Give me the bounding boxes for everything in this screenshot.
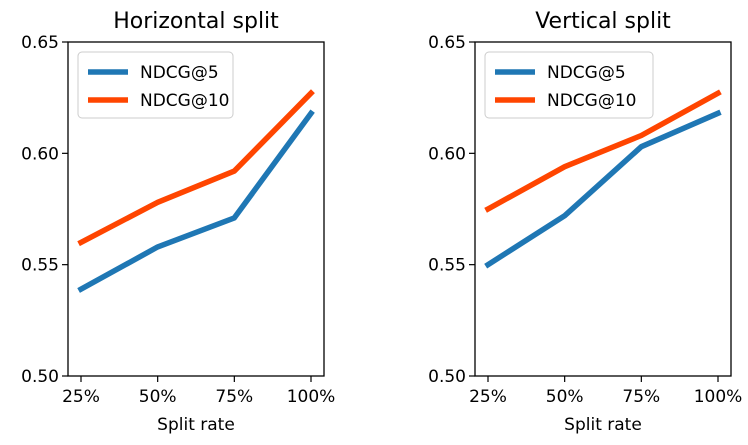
- y-tick-label: 0.55: [21, 256, 59, 276]
- y-tick-label: 0.60: [428, 144, 466, 164]
- x-tick-label: 75%: [622, 387, 660, 407]
- chart-title: Vertical split: [535, 9, 671, 34]
- x-tick-label: 100%: [287, 387, 336, 407]
- x-tick-label: 50%: [546, 387, 584, 407]
- legend-label: NDCG@5: [547, 63, 626, 83]
- x-tick-label: 75%: [215, 387, 253, 407]
- plot-frame: [67, 41, 325, 377]
- chart-panel-1: Horizontal split 0.50 0.55 0.60 0.65 25% 50% 75…: [21, 9, 335, 435]
- legend-label: NDCG@10: [547, 91, 636, 111]
- y-tick-label: 0.50: [21, 367, 59, 387]
- x-axis-label: Split rate: [157, 415, 235, 435]
- x-tick-label: 100%: [694, 387, 743, 407]
- series-line-ndcg5: [484, 109, 722, 269]
- x-tick-label: 50%: [139, 387, 177, 407]
- y-tick-label: 0.60: [21, 144, 59, 164]
- y-tick-label: 0.65: [428, 33, 466, 53]
- series-line-ndcg10: [77, 89, 315, 247]
- legend-label: NDCG@10: [140, 91, 229, 111]
- x-tick-label: 25%: [469, 387, 507, 407]
- x-axis-label: Split rate: [564, 415, 642, 435]
- chart-title: Horizontal split: [113, 9, 279, 34]
- y-tick-label: 0.65: [21, 33, 59, 53]
- legend: NDCG@5 NDCG@10: [484, 51, 654, 119]
- series-line-ndcg10: [484, 89, 722, 213]
- y-tick-label: 0.55: [428, 256, 466, 276]
- legend-label: NDCG@5: [140, 63, 219, 83]
- y-tick-label: 0.50: [428, 367, 466, 387]
- x-tick-label: 25%: [62, 387, 100, 407]
- series-line-ndcg5: [77, 109, 315, 293]
- legend: NDCG@5 NDCG@10: [77, 51, 234, 119]
- plot-frame: [474, 41, 732, 377]
- chart-panel-2: Vertical split 0.50 0.55 0.60 0.65 25% 50% 75% 1…: [428, 9, 742, 435]
